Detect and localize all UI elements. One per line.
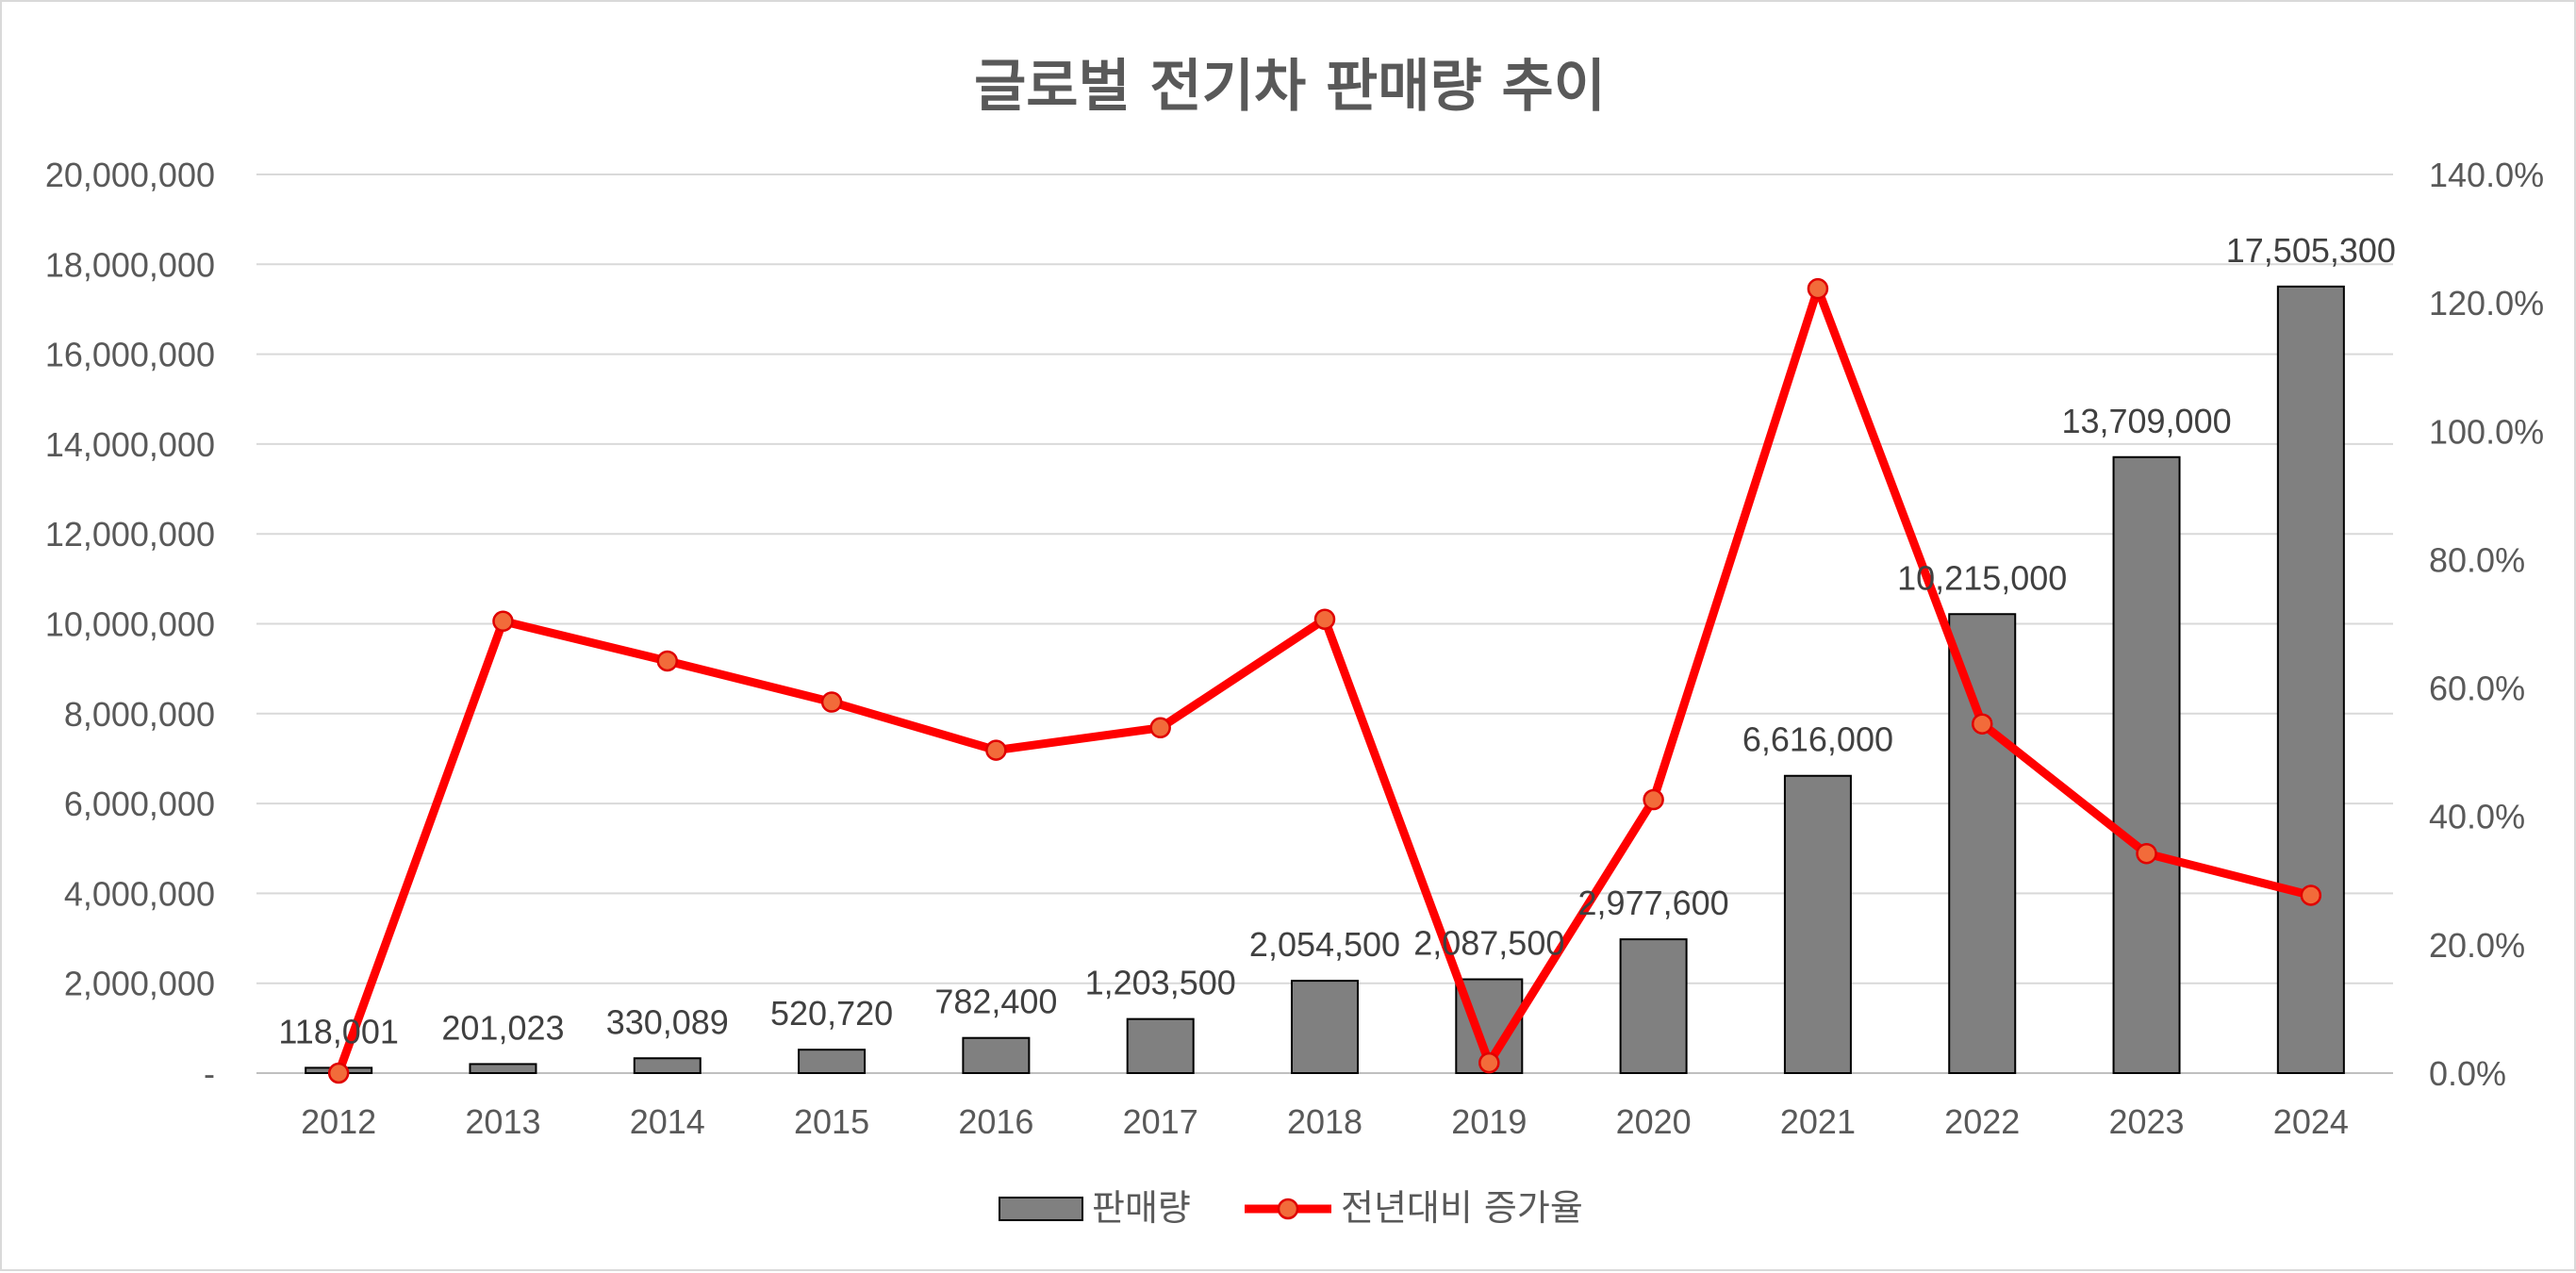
legend-bar-swatch — [999, 1197, 1083, 1221]
bar-data-label: 118,001 — [278, 1012, 398, 1050]
bar — [1783, 774, 1852, 1075]
bar-data-label: 13,709,000 — [2061, 402, 2231, 440]
bar — [1619, 938, 1688, 1075]
growth-point — [327, 1062, 350, 1084]
bar — [1948, 613, 2017, 1074]
growth-point — [1149, 717, 1171, 739]
x-axis-tick-label: 2014 — [630, 1102, 705, 1141]
x-axis: 2012 2013 2014 2015 2016 2017 2018 2019 2020 2021… — [301, 1102, 2349, 1141]
legend-label-growth: 전년대비 증가율 — [1341, 1187, 1583, 1229]
x-axis-tick-label: 2012 — [301, 1102, 376, 1141]
legend: 판매량 전년대비 증가율 — [999, 1187, 1583, 1229]
right-axis-tick-label: 140.0% — [2429, 156, 2544, 194]
right-axis-tick-label: 120.0% — [2429, 284, 2544, 322]
right-axis-tick-label: 0.0% — [2429, 1054, 2506, 1093]
x-axis-tick-label: 2017 — [1123, 1102, 1198, 1141]
left-axis-tick-label: 16,000,000 — [45, 336, 215, 374]
bar — [798, 1049, 867, 1075]
bar-data-label: 782,400 — [934, 983, 1057, 1021]
right-axis-tick-label: 100.0% — [2429, 412, 2544, 451]
right-y-axis: 0.0% 20.0% 40.0% 60.0% 80.0% 100.0% 120.0% 140.… — [2429, 156, 2544, 1093]
bar — [633, 1057, 702, 1074]
growth-point — [1313, 608, 1336, 630]
growth-point — [2300, 884, 2322, 906]
bar — [2112, 455, 2181, 1074]
x-axis-tick-label: 2022 — [1944, 1102, 2020, 1141]
x-axis-tick-label: 2020 — [1616, 1102, 1692, 1141]
legend-line-marker — [1277, 1198, 1299, 1220]
right-axis-tick-label: 80.0% — [2429, 540, 2525, 579]
left-axis-tick-label: 2,000,000 — [64, 965, 215, 1003]
growth-point — [1807, 277, 1829, 300]
legend-label-sales: 판매량 — [1092, 1187, 1191, 1229]
bar — [2276, 285, 2345, 1075]
left-axis-tick-label: 18,000,000 — [45, 245, 215, 284]
left-axis-tick-label: 14,000,000 — [45, 425, 215, 464]
right-axis-tick-label: 60.0% — [2429, 670, 2525, 708]
bar — [469, 1063, 537, 1075]
left-axis-tick-label: 20,000,000 — [45, 156, 215, 194]
x-axis-tick-label: 2016 — [958, 1102, 1033, 1141]
x-axis-tick-label: 2024 — [2273, 1102, 2349, 1141]
growth-point — [656, 650, 679, 672]
x-axis-tick-label: 2013 — [465, 1102, 540, 1141]
growth-point — [1643, 788, 1664, 811]
bar-data-label: 2,087,500 — [1413, 924, 1564, 963]
x-axis-tick-label: 2019 — [1451, 1102, 1527, 1141]
bar-data-label: 1,203,500 — [1085, 964, 1236, 1002]
bar-data-label: 520,720 — [770, 994, 893, 1033]
line-series — [327, 277, 2322, 1084]
left-axis-tick-label: 8,000,000 — [64, 695, 215, 734]
left-axis-tick-label: 4,000,000 — [64, 874, 215, 913]
x-axis-tick-label: 2018 — [1287, 1102, 1362, 1141]
right-axis-tick-label: 40.0% — [2429, 798, 2525, 836]
growth-point — [985, 739, 1007, 761]
growth-point — [2136, 842, 2157, 865]
growth-point — [492, 610, 514, 633]
left-y-axis: - 2,000,000 4,000,000 6,000,000 8,000,000 10,… — [45, 156, 215, 1093]
bar — [1291, 980, 1359, 1074]
x-axis-tick-label: 2015 — [794, 1102, 869, 1141]
left-axis-tick-label: 12,000,000 — [45, 515, 215, 554]
bar-data-label: 17,505,300 — [2226, 231, 2396, 270]
bar-data-label: 330,089 — [606, 1002, 729, 1041]
bar — [1126, 1017, 1195, 1074]
bar-data-label: 2,054,500 — [1249, 925, 1400, 964]
right-axis-tick-label: 20.0% — [2429, 926, 2525, 965]
bar-data-label: 2,977,600 — [1578, 884, 1729, 922]
growth-point — [1971, 713, 1993, 735]
left-axis-tick-label: - — [204, 1054, 215, 1093]
x-axis-tick-label: 2021 — [1780, 1102, 1856, 1141]
bar-data-label: 201,023 — [441, 1008, 564, 1047]
x-axis-tick-label: 2023 — [2108, 1102, 2184, 1141]
growth-point — [1478, 1051, 1500, 1074]
bar-data-label: 6,616,000 — [1742, 720, 1893, 759]
bar-data-label: 10,215,000 — [1897, 558, 2067, 597]
left-axis-tick-label: 6,000,000 — [64, 785, 215, 823]
bar — [962, 1036, 1031, 1074]
growth-point — [820, 691, 843, 713]
left-axis-tick-label: 10,000,000 — [45, 605, 215, 644]
chart-title: 글로벌 전기차 판매량 추이 — [974, 54, 1606, 120]
data-labels: 118,001 201,023 330,089 520,720 782,400 1,203… — [278, 231, 2396, 1051]
